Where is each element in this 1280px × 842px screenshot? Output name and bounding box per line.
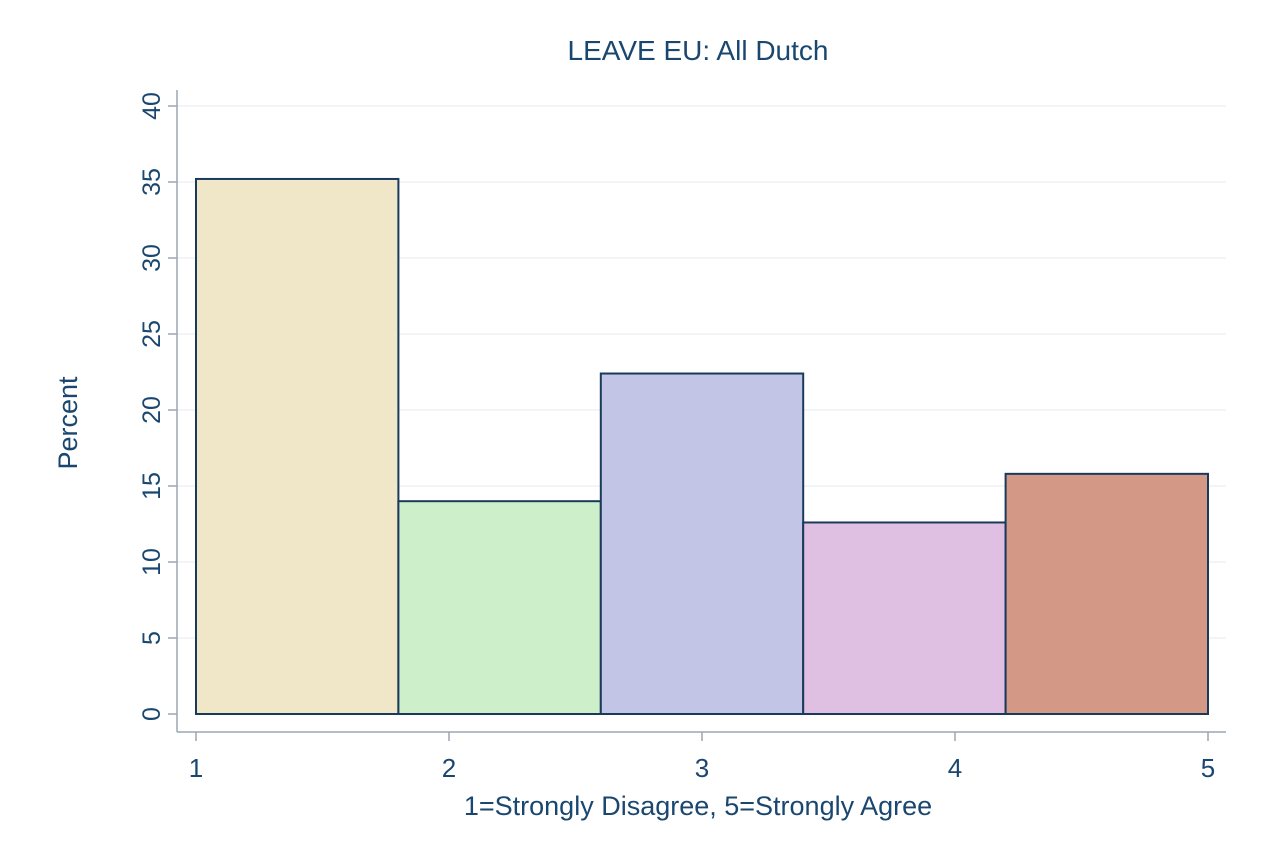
x-tick-label: 3: [695, 753, 709, 783]
labels: LEAVE EU: All Dutch 1=Strongly Disagree,…: [53, 35, 932, 821]
x-tick-label: 5: [1201, 753, 1215, 783]
x-axis-title: 1=Strongly Disagree, 5=Strongly Agree: [464, 791, 932, 821]
x-tick-label: 1: [189, 753, 203, 783]
y-tick-label: 30: [138, 244, 166, 272]
axes: 0 5 10 15 20 25 30 35 40 1 2 3 4 5: [138, 90, 1226, 783]
y-tick-label: 0: [138, 707, 166, 721]
bars: [195, 177, 1209, 716]
y-tick-label: 40: [138, 92, 166, 120]
histogram-bar: [397, 500, 602, 716]
y-tick-label: 5: [138, 631, 166, 645]
y-tick-label: 20: [138, 396, 166, 424]
y-tick-label: 15: [138, 472, 166, 500]
x-tick-label: 4: [948, 753, 962, 783]
y-axis-title: Percent: [53, 376, 83, 470]
histogram-bar: [195, 177, 400, 715]
x-tick-label: 2: [442, 753, 456, 783]
chart-title: LEAVE EU: All Dutch: [568, 35, 829, 66]
y-tick-label: 35: [138, 168, 166, 196]
y-tick-label: 25: [138, 320, 166, 348]
histogram-bar: [599, 372, 805, 715]
histogram-bar: [802, 521, 1007, 715]
y-tick-label: 10: [138, 548, 166, 576]
histogram-bar: [1004, 472, 1209, 715]
